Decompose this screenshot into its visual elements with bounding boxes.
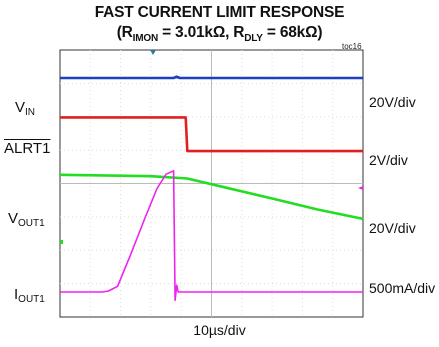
label-iout1-main: I: [14, 286, 19, 303]
trace-vout1: [59, 173, 364, 221]
label-iout1: IOUT1: [14, 286, 45, 305]
trigger-marker: [150, 50, 156, 55]
label-vin-sub: IN: [25, 107, 36, 118]
trigger-marker-right: [358, 186, 363, 190]
x-axis-label: 10µs/div: [193, 322, 246, 338]
scale-vin: 20V/div: [369, 94, 416, 110]
scale-vout1: 20V/div: [369, 220, 416, 236]
subtitle-rdly-val: = 68kΩ): [262, 24, 323, 41]
chart-subtitle: (RIMON = 3.01kΩ, RDLY = 68kΩ): [0, 24, 439, 44]
label-iout1-sub: OUT1: [18, 294, 45, 305]
label-alrt1: ALRT1: [4, 140, 51, 157]
label-vout1: VOUT1: [8, 210, 45, 229]
scale-alrt1: 2V/div: [369, 152, 408, 168]
subtitle-rimon-val: = 3.01kΩ, R: [157, 24, 245, 41]
label-vin: VIN: [15, 99, 35, 118]
plot-traces: [59, 75, 364, 302]
label-vin-main: V: [15, 99, 26, 116]
chart-title: FAST CURRENT LIMIT RESPONSE: [94, 4, 345, 21]
scale-iout1: 500mA/div: [369, 280, 436, 296]
trace-vin: [60, 75, 363, 80]
label-vout1-sub: OUT1: [18, 218, 45, 229]
plot-grid: [60, 50, 363, 317]
label-vout1-main: V: [8, 210, 19, 227]
subtitle-open: (R: [116, 24, 133, 41]
subtitle-rdly-sub: DLY: [244, 33, 263, 45]
ground-marker-green: [60, 240, 63, 244]
figure-tag: toc16: [342, 42, 362, 51]
trace-iout1: [60, 170, 363, 302]
subtitle-rimon-sub: IMON: [132, 33, 159, 45]
trace-alrt1: [60, 116, 363, 153]
